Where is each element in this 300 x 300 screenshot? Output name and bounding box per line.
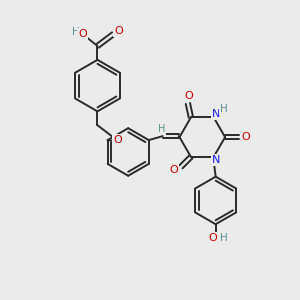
Text: H: H bbox=[220, 104, 227, 115]
Text: O: O bbox=[170, 165, 178, 175]
Text: O: O bbox=[208, 233, 217, 243]
Text: O: O bbox=[242, 132, 250, 142]
Text: O: O bbox=[113, 135, 122, 145]
Text: N: N bbox=[212, 155, 220, 165]
Text: N: N bbox=[212, 110, 220, 119]
Text: O: O bbox=[184, 91, 193, 100]
Text: H: H bbox=[158, 124, 165, 134]
Text: O: O bbox=[114, 26, 123, 36]
Text: H: H bbox=[72, 27, 80, 37]
Text: H: H bbox=[220, 233, 227, 243]
Text: O: O bbox=[78, 29, 87, 39]
